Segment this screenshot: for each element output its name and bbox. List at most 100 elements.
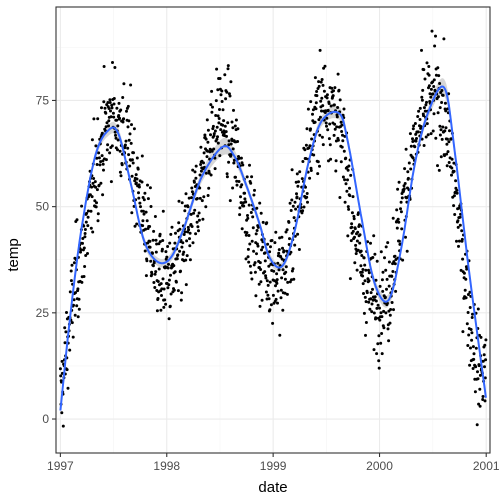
scatter-point xyxy=(406,176,410,180)
scatter-point xyxy=(425,122,429,126)
scatter-point xyxy=(304,157,308,161)
scatter-point xyxy=(367,268,370,272)
scatter-point xyxy=(305,195,309,199)
scatter-point xyxy=(146,197,150,201)
scatter-point xyxy=(384,268,388,272)
scatter-point xyxy=(123,143,127,147)
scatter-point xyxy=(122,82,126,86)
scatter-point xyxy=(134,173,138,177)
scatter-point xyxy=(256,225,260,229)
scatter-point xyxy=(254,294,258,298)
scatter-point xyxy=(427,65,431,68)
scatter-point xyxy=(431,80,435,84)
scatter-point xyxy=(325,96,329,100)
scatter-point xyxy=(458,215,462,219)
scatter-point xyxy=(460,237,464,241)
scatter-point xyxy=(110,106,114,110)
scatter-point xyxy=(301,209,305,213)
scatter-point xyxy=(108,151,112,155)
scatter-point xyxy=(156,280,160,283)
scatter-point xyxy=(342,149,346,153)
scatter-point xyxy=(484,338,488,342)
scatter-point xyxy=(160,247,164,251)
scatter-point xyxy=(157,267,161,271)
scatter-point xyxy=(210,89,214,93)
scatter-point xyxy=(190,196,193,200)
scatter-point xyxy=(158,232,162,236)
scatter-point xyxy=(411,140,415,143)
scatter-point xyxy=(343,178,347,182)
scatter-point xyxy=(230,120,234,124)
scatter-point xyxy=(478,404,482,408)
scatter-point xyxy=(361,282,365,286)
scatter-point xyxy=(116,138,120,142)
scatter-point xyxy=(264,290,268,294)
scatter-point xyxy=(363,279,367,283)
scatter-point xyxy=(181,252,185,256)
scatter-point xyxy=(227,143,231,147)
scatter-point xyxy=(402,184,406,188)
scatter-point xyxy=(456,219,460,223)
scatter-point xyxy=(184,192,188,196)
scatter-point xyxy=(371,287,374,291)
scatter-point xyxy=(373,295,377,299)
scatter-point xyxy=(443,154,446,158)
scatter-point xyxy=(118,116,121,120)
scatter-point xyxy=(215,125,219,129)
scatter-point xyxy=(399,210,403,214)
scatter-point xyxy=(191,241,195,245)
scatter-point xyxy=(436,164,439,168)
scatter-point xyxy=(163,298,167,302)
scatter-point xyxy=(108,101,112,104)
scatter-point xyxy=(325,116,329,120)
scatter-point xyxy=(369,241,372,245)
scatter-point xyxy=(449,137,453,141)
scatter-point xyxy=(313,76,317,80)
scatter-point xyxy=(367,271,371,275)
scatter-point xyxy=(321,83,325,87)
scatter-point xyxy=(107,107,111,110)
scatter-point xyxy=(267,297,271,301)
scatter-point xyxy=(266,242,270,246)
scatter-point xyxy=(280,235,284,239)
scatter-point xyxy=(464,296,468,300)
scatter-point xyxy=(384,311,388,315)
scatter-point xyxy=(406,170,410,174)
scatter-point xyxy=(132,151,135,155)
scatter-point xyxy=(438,106,442,110)
scatter-point xyxy=(223,73,227,77)
scatter-point xyxy=(239,156,243,160)
scatter-point xyxy=(149,205,153,208)
scatter-point xyxy=(341,175,345,179)
scatter-point xyxy=(297,180,300,184)
scatter-point xyxy=(321,104,325,108)
scatter-point xyxy=(182,250,186,254)
scatter-point xyxy=(277,268,281,272)
scatter-point xyxy=(345,189,349,193)
scatter-point xyxy=(259,280,263,284)
scatter-point xyxy=(378,318,382,322)
scatter-point xyxy=(195,220,199,224)
scatter-point xyxy=(357,211,360,215)
scatter-point xyxy=(235,179,239,183)
scatter-point xyxy=(358,241,362,245)
scatter-point xyxy=(322,89,326,93)
scatter-point xyxy=(445,164,449,168)
scatter-point xyxy=(471,367,475,370)
scatter-point xyxy=(169,232,173,236)
scatter-point xyxy=(441,125,445,129)
scatter-point xyxy=(121,120,125,124)
scatter-point xyxy=(362,256,366,260)
scatter-point xyxy=(452,204,456,208)
scatter-point xyxy=(439,128,443,132)
scatter-point xyxy=(112,115,116,119)
scatter-point xyxy=(436,95,440,99)
scatter-point xyxy=(363,263,367,267)
scatter-point xyxy=(151,238,155,242)
scatter-point xyxy=(393,254,397,258)
scatter-point xyxy=(326,108,330,112)
scatter-point xyxy=(281,268,285,272)
scatter-point xyxy=(111,111,115,115)
scatter-point xyxy=(111,61,114,64)
